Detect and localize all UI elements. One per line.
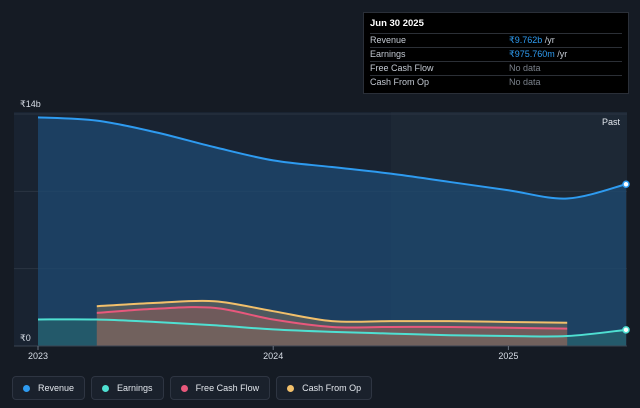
- tooltip-value-number: ₹9.762b: [509, 35, 543, 45]
- past-label: Past: [602, 117, 621, 127]
- legend-dot-icon: [180, 384, 188, 392]
- tooltip-date: Jun 30 2025: [370, 18, 424, 29]
- revenue-line: [37, 116, 627, 200]
- x-tick-label: 2023: [28, 351, 48, 361]
- tooltip-row: Earnings ₹975.760m /yr: [370, 47, 622, 61]
- tooltip-row-label: Revenue: [370, 35, 407, 45]
- tooltip-row-value: ₹975.760m /yr: [509, 48, 567, 61]
- legend-dot-icon: [102, 384, 110, 392]
- earnings-line: [37, 318, 627, 338]
- legend-label: Earnings: [117, 383, 153, 393]
- y-axis-ticks: ₹14b ₹0: [20, 99, 41, 343]
- series-lines: [37, 116, 627, 338]
- tooltip-row-label: Free Cash Flow: [370, 63, 434, 73]
- earnings-end-point: [622, 326, 630, 334]
- y-tick-label: ₹14b: [20, 99, 41, 109]
- tooltip: Jun 30 2025 Revenue ₹9.762b /yr Earnings ₹9…: [363, 12, 629, 94]
- legend-dot-icon: [287, 384, 295, 392]
- tooltip-row-label: Earnings: [370, 49, 406, 59]
- y-tick-label: ₹0: [20, 333, 31, 343]
- legend-label: Cash From Op: [302, 383, 362, 393]
- revenue-end-point: [622, 180, 630, 188]
- tooltip-row: Cash From Op No data: [370, 75, 622, 89]
- tooltip-value-number: ₹975.760m: [509, 49, 555, 59]
- legend: Revenue Earnings Free Cash Flow Cash From O…: [12, 376, 373, 400]
- cash-from-op-line: [96, 299, 568, 324]
- legend-label: Revenue: [38, 383, 75, 393]
- legend-item-cash-from-op[interactable]: Cash From Op: [276, 376, 373, 400]
- tooltip-rows: Revenue ₹9.762b /yr Earnings ₹975.760m /yr F…: [370, 33, 622, 89]
- x-tick-label: 2025: [498, 351, 518, 361]
- tooltip-value-unit: /yr: [554, 49, 568, 59]
- legend-item-revenue[interactable]: Revenue: [12, 376, 86, 400]
- x-axis-ticks: 2023 2024 2025: [14, 345, 627, 361]
- revenue-area: [38, 117, 626, 346]
- x-tick-label: 2024: [263, 351, 283, 361]
- legend-item-free-cash-flow[interactable]: Free Cash Flow: [169, 376, 271, 400]
- legend-item-earnings[interactable]: Earnings: [91, 376, 164, 400]
- tooltip-row-label: Cash From Op: [370, 77, 430, 87]
- free-cash-flow-area: [96, 307, 568, 346]
- tooltip-row-value: ₹9.762b /yr: [509, 34, 555, 47]
- legend-label: Free Cash Flow: [195, 383, 260, 393]
- legend-dot-icon: [23, 384, 30, 392]
- series-end-points: [622, 180, 630, 334]
- free-cash-flow-line: [96, 306, 568, 330]
- tooltip-row: Free Cash Flow No data: [370, 61, 622, 75]
- tooltip-row-value: No data: [509, 63, 541, 73]
- tooltip-value-unit: /yr: [542, 35, 555, 45]
- tooltip-row-value: No data: [509, 77, 541, 87]
- tooltip-row: Revenue ₹9.762b /yr: [370, 33, 622, 47]
